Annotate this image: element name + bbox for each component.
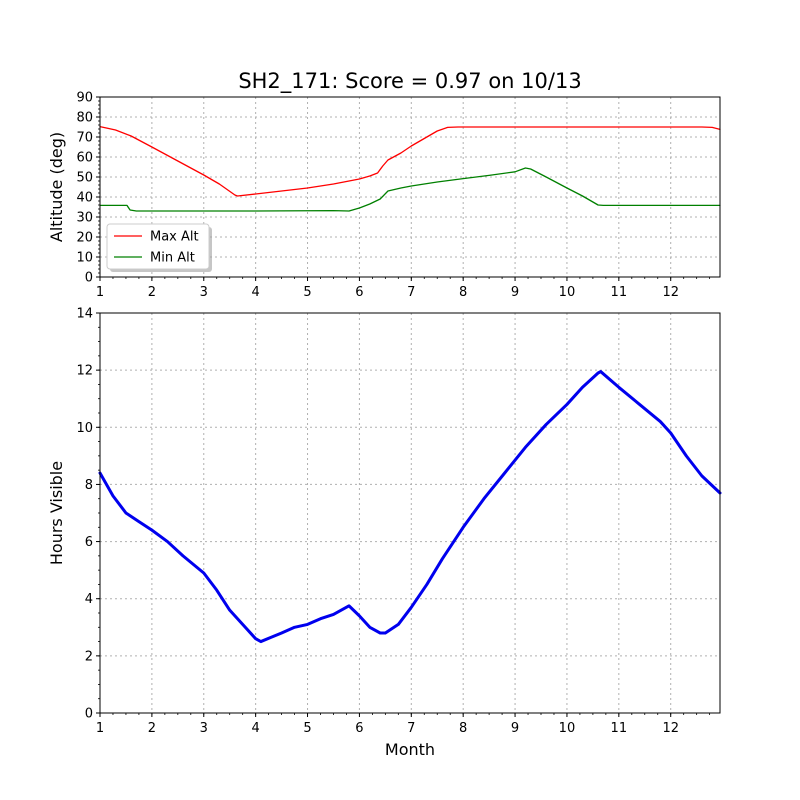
y-axis-title: Hours Visible: [47, 461, 66, 565]
x-tick-label: 2: [148, 285, 156, 300]
x-tick-label: 5: [303, 721, 311, 736]
chart-title: SH2_171: Score = 0.97 on 10/13: [238, 69, 581, 94]
x-tick-label: 12: [662, 721, 679, 736]
y-axis-title: Altitude (deg): [47, 132, 66, 242]
y-tick-label: 4: [85, 592, 93, 607]
y-tick-label: 0: [85, 707, 93, 722]
x-tick-label: 10: [559, 285, 576, 300]
y-tick-label: 60: [76, 151, 93, 166]
y-tick-label: 14: [76, 307, 93, 322]
x-tick-label: 3: [200, 721, 208, 736]
x-tick-label: 5: [303, 285, 311, 300]
legend-box: [106, 223, 210, 270]
x-tick-label: 6: [355, 285, 363, 300]
x-tick-label: 11: [611, 721, 628, 736]
x-tick-label: 1: [96, 721, 104, 736]
x-tick-label: 4: [252, 285, 260, 300]
x-tick-label: 6: [355, 721, 363, 736]
x-tick-label: 8: [459, 285, 467, 300]
legend-label: Min Alt: [150, 251, 195, 266]
y-tick-label: 8: [85, 478, 93, 493]
x-tick-label: 4: [252, 721, 260, 736]
series-line-hours-visible: [98, 370, 722, 644]
x-tick-label: 7: [407, 285, 415, 300]
y-tick-label: 10: [76, 421, 93, 436]
y-tick-label: 12: [76, 364, 93, 379]
x-tick-label: 2: [148, 721, 156, 736]
x-tick-label: 10: [559, 721, 576, 736]
y-tick-label: 2: [85, 649, 93, 664]
legend-label: Max Alt: [150, 230, 199, 245]
y-tick-label: 20: [76, 231, 93, 246]
y-tick-label: 10: [76, 251, 93, 266]
y-tick-label: 6: [85, 535, 93, 550]
x-tick-label: 9: [511, 285, 519, 300]
y-tick-label: 40: [76, 191, 93, 206]
series-line-min-alt: [99, 167, 721, 212]
x-axis-title: Month: [385, 740, 435, 759]
x-tick-label: 8: [459, 721, 467, 736]
y-tick-label: 30: [76, 211, 93, 226]
x-tick-label: 7: [407, 721, 415, 736]
x-tick-label: 9: [511, 721, 519, 736]
x-tick-label: 11: [611, 285, 628, 300]
y-tick-label: 0: [85, 271, 93, 286]
y-tick-label: 70: [76, 131, 93, 146]
plot-frame: [99, 96, 721, 278]
y-tick-label: 50: [76, 171, 93, 186]
series-line-max-alt: [99, 125, 721, 197]
plot-frame: [99, 312, 721, 714]
x-tick-label: 12: [662, 285, 679, 300]
x-tick-label: 3: [200, 285, 208, 300]
y-tick-label: 90: [76, 91, 93, 106]
x-tick-label: 1: [96, 285, 104, 300]
y-tick-label: 80: [76, 111, 93, 126]
